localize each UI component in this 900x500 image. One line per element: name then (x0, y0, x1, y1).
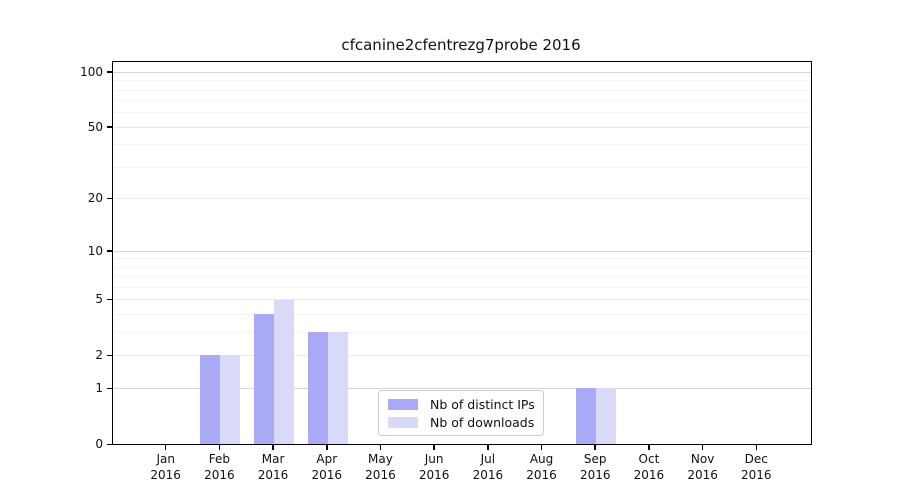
legend-item: Nb of distinct IPs (388, 396, 535, 412)
x-tick-label: Nov 2016 (671, 451, 735, 483)
bar-distinct-ips-sep (576, 388, 597, 444)
y-tick-label: 100 (80, 64, 103, 79)
plot-area (112, 61, 812, 445)
x-tick-year: 2016 (311, 468, 343, 482)
x-tick-mark (701, 444, 704, 450)
x-tick-year: 2016 (150, 468, 181, 482)
bar-downloads-apr (327, 332, 348, 444)
x-tick-mark (326, 444, 328, 450)
y-tick-label: 2 (95, 348, 103, 363)
gridline-minor (113, 167, 811, 169)
bar-downloads-feb (220, 355, 241, 444)
x-tick-mark (433, 444, 435, 450)
legend-label: Nb of downloads (430, 414, 535, 430)
x-tick-mark (379, 444, 382, 450)
x-tick-label: Jul 2016 (456, 451, 520, 483)
bar-distinct-ips-feb (200, 355, 221, 444)
y-tick-label: 10 (87, 243, 103, 258)
gridline-minor (113, 144, 811, 146)
x-tick-mark (218, 444, 221, 450)
x-tick-year: 2016 (633, 468, 665, 482)
y-tick-mark (107, 443, 112, 445)
y-tick-mark (107, 354, 112, 357)
bar-distinct-ips-mar (254, 314, 275, 444)
x-tick-year: 2016 (204, 468, 235, 482)
x-tick-label: Dec 2016 (724, 451, 788, 483)
chart-title: cfcanine2cfentrezg7probe 2016 (341, 36, 581, 54)
gridline-semi (113, 299, 811, 301)
y-tick-mark (107, 387, 112, 390)
gridline-minor (113, 266, 811, 268)
gridline-minor (113, 287, 811, 289)
x-tick-year: 2016 (741, 468, 772, 482)
bar-distinct-ips-apr (307, 332, 328, 444)
gridline-minor (113, 112, 811, 114)
gridline-minor (113, 332, 811, 334)
gridline-major (113, 71, 811, 73)
x-tick-year: 2016 (579, 468, 611, 482)
gridline-semi (113, 355, 811, 357)
x-tick-mark (755, 444, 758, 450)
y-tick-label: 1 (95, 381, 103, 396)
x-tick-year: 2016 (687, 468, 718, 482)
x-tick-label: Feb 2016 (187, 451, 251, 483)
x-tick-year: 2016 (418, 468, 450, 482)
x-tick-mark (648, 444, 650, 450)
legend-swatch-distinct-ips (388, 398, 418, 410)
x-tick-year: 2016 (365, 468, 396, 482)
bar-downloads-mar (274, 299, 295, 444)
x-tick-label: Aug 2016 (510, 451, 574, 483)
y-tick-mark (107, 126, 112, 128)
y-tick-label: 50 (87, 119, 103, 134)
x-tick-label: Apr 2016 (295, 451, 359, 483)
x-tick-mark (540, 444, 543, 450)
x-tick-label: Mar 2016 (241, 451, 305, 483)
legend-swatch-downloads (388, 416, 418, 428)
x-tick-label: Jun 2016 (402, 451, 466, 483)
gridline-minor (113, 314, 811, 316)
y-tick-label: 0 (95, 437, 103, 451)
gridline-minor (113, 276, 811, 278)
x-tick-mark (272, 444, 274, 450)
gridline-minor (113, 258, 811, 260)
y-tick-label: 5 (95, 292, 103, 307)
legend-item: Nb of downloads (388, 415, 534, 430)
x-tick-label: Oct 2016 (617, 451, 681, 483)
x-tick-label: Jan 2016 (134, 451, 198, 483)
x-tick-mark (164, 444, 167, 450)
x-tick-year: 2016 (526, 468, 557, 482)
legend-label: Nb of distinct IPs (430, 396, 535, 412)
gridline-semi (113, 126, 811, 128)
gridline-semi (113, 198, 811, 200)
y-tick-mark (107, 197, 112, 200)
y-tick-mark (107, 298, 112, 301)
x-tick-mark (487, 444, 489, 450)
gridline-minor (113, 89, 811, 91)
gridline-minor (113, 80, 811, 82)
x-tick-label: Sep 2016 (563, 451, 627, 483)
y-tick-label: 20 (87, 191, 103, 206)
x-tick-year: 2016 (257, 468, 289, 482)
x-tick-label: May 2016 (348, 451, 412, 483)
x-tick-year: 2016 (472, 468, 504, 482)
y-tick-mark (107, 71, 112, 73)
y-tick-mark (107, 250, 112, 252)
gridline-minor (113, 100, 811, 102)
legend: Nb of distinct IPs Nb of downloads (378, 390, 544, 436)
x-tick-mark (594, 444, 596, 450)
gridline-major (113, 250, 811, 252)
gridline-major (113, 388, 811, 390)
bar-downloads-sep (596, 388, 617, 444)
